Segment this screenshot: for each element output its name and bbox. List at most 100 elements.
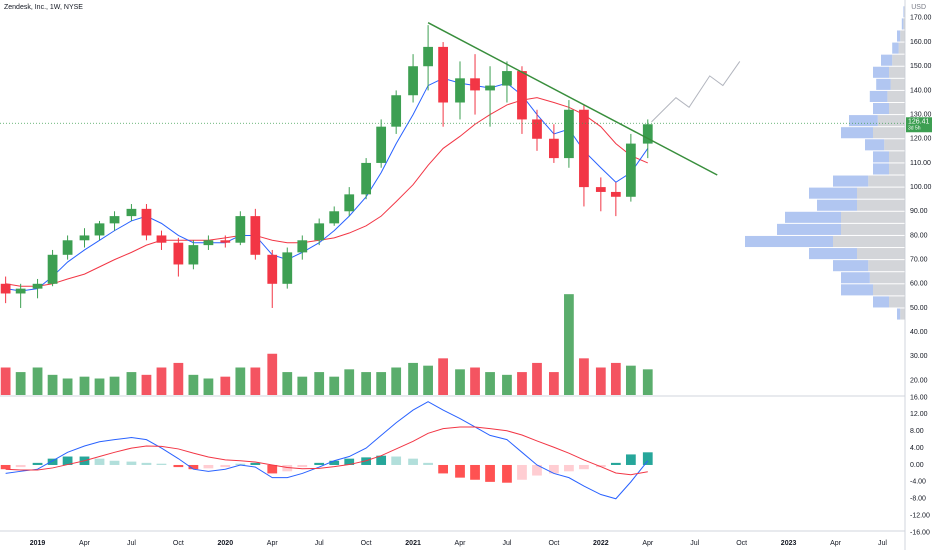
volume-bar	[47, 374, 58, 395]
profile-up	[745, 235, 833, 248]
volume-bar	[579, 358, 589, 395]
candle-body	[361, 162, 372, 195]
profile-up	[849, 115, 878, 127]
volume-bar	[0, 367, 11, 395]
candle-body	[94, 223, 105, 236]
macd-histogram	[408, 458, 418, 465]
macd-histogram	[141, 462, 152, 465]
macd-tick-label: 8.00	[910, 428, 924, 435]
profile-down	[841, 223, 905, 235]
candle-body	[188, 245, 199, 265]
candle-body	[141, 208, 152, 236]
macd-tick-label: -16.00	[910, 529, 930, 536]
volume-bar	[376, 372, 387, 395]
candle-body	[203, 240, 214, 246]
macd-histogram	[15, 464, 26, 468]
volume-bar	[62, 378, 73, 395]
y-tick-label: 160.00	[910, 39, 932, 46]
macd-histogram	[579, 464, 589, 470]
candle-body	[579, 109, 589, 188]
volume-bar	[549, 372, 559, 395]
profile-up	[873, 163, 889, 175]
y-tick-label: 140.00	[910, 87, 932, 94]
profile-down	[857, 187, 905, 199]
macd-tick-label: 12.00	[910, 411, 928, 418]
profile-up	[833, 175, 869, 187]
profile-down	[857, 199, 905, 211]
macd-histogram	[126, 461, 137, 465]
macd-histogram	[188, 464, 199, 470]
macd-histogram	[532, 464, 542, 476]
profile-down	[869, 272, 905, 284]
profile-down	[903, 18, 905, 30]
volume-bar	[532, 362, 542, 395]
x-tick-label: Oct	[173, 540, 184, 547]
candle-body	[391, 95, 402, 127]
macd-histogram	[625, 454, 636, 465]
profile-up	[809, 248, 857, 260]
macd-histogram	[642, 452, 653, 465]
candle-body	[329, 211, 340, 224]
last-price-box	[906, 117, 932, 133]
y-tick-label: 150.00	[910, 63, 932, 70]
volume-bar	[344, 369, 355, 395]
candle-body	[517, 71, 527, 120]
macd-histogram	[423, 462, 433, 465]
y-tick-label: 50.00	[910, 305, 928, 312]
profile-down	[841, 211, 905, 223]
y-tick-label: 170.00	[910, 15, 932, 22]
candle-body	[485, 85, 495, 91]
y-tick-label: 110.00	[910, 160, 931, 167]
macd-histogram	[344, 458, 355, 465]
candle-body	[625, 143, 636, 197]
volume-bar	[361, 372, 372, 395]
volume-bar	[391, 367, 402, 395]
currency: USD	[911, 4, 926, 11]
x-tick-label: Jul	[127, 540, 136, 547]
volume-bar	[173, 362, 184, 395]
macd-histogram	[109, 460, 120, 465]
x-tick-label: Oct	[736, 540, 747, 547]
candle-body	[532, 119, 542, 139]
macd-histogram	[314, 462, 325, 465]
volume-bar	[220, 376, 231, 395]
profile-down	[889, 163, 905, 175]
profile-up	[869, 90, 888, 102]
y-tick-label: 30.00	[910, 353, 928, 360]
candle-body	[423, 46, 433, 67]
volume-bar	[455, 369, 465, 395]
profile-down	[889, 151, 905, 163]
profile-up	[809, 187, 857, 199]
volume-bar	[282, 372, 293, 395]
candle-body	[267, 254, 278, 284]
volume-bar	[610, 362, 621, 395]
macd-histogram	[595, 464, 606, 468]
volume-bar	[250, 367, 261, 395]
macd-histogram	[0, 464, 11, 470]
profile-up	[873, 66, 889, 78]
x-tick-label: 2021	[405, 540, 421, 547]
macd-histogram	[517, 464, 527, 480]
profile-up	[901, 18, 904, 30]
macd-histogram	[203, 464, 214, 469]
candle-body	[408, 66, 418, 96]
x-tick-label: 2020	[218, 540, 234, 547]
volume-bar	[235, 367, 246, 395]
y-tick-label: 60.00	[910, 281, 928, 288]
x-tick-label: Apr	[455, 540, 467, 547]
candle-body	[595, 187, 606, 192]
candle-body	[610, 191, 621, 197]
volume-bar	[156, 367, 167, 395]
trendline	[427, 22, 718, 176]
macd-histogram	[250, 462, 261, 465]
macd-histogram	[502, 464, 512, 483]
profile-up	[876, 78, 891, 90]
profile-down	[892, 54, 905, 66]
macd-histogram	[94, 458, 105, 465]
y-tick-label: 70.00	[910, 256, 928, 263]
x-tick-label: Jul	[502, 540, 511, 547]
volume-bar	[564, 294, 574, 395]
candle-body	[344, 194, 355, 212]
macd-tick-label: -8.00	[910, 496, 926, 503]
profile-down	[868, 260, 905, 272]
